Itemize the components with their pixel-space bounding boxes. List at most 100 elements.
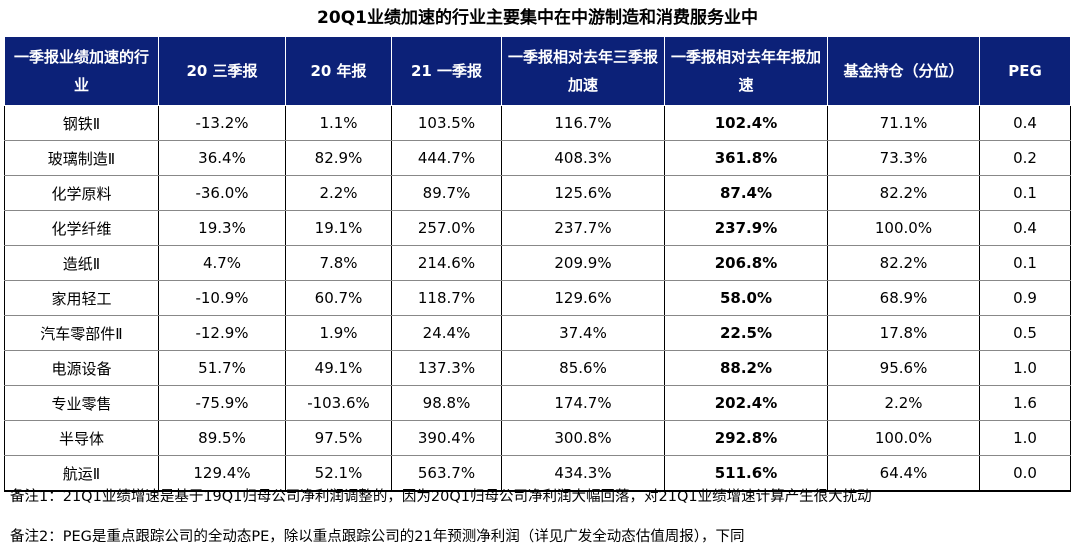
q3-2020-cell: 51.7%	[158, 350, 286, 386]
peg-cell: 0.1	[979, 175, 1071, 211]
industry-cell: 化学纤维	[4, 210, 159, 246]
peg-cell: 0.2	[979, 140, 1071, 176]
fund-holding-cell: 71.1%	[827, 105, 980, 141]
accel-vs-annual-cell: 511.6%	[664, 455, 828, 492]
fund-holding-cell: 95.6%	[827, 350, 980, 386]
q1-2021-cell: 390.4%	[391, 420, 502, 456]
table-row: 专业零售 -75.9% -103.6% 98.8% 174.7% 202.4% 2.2% 1.…	[4, 385, 1071, 421]
peg-cell: 0.1	[979, 245, 1071, 281]
q1-2021-cell: 137.3%	[391, 350, 502, 386]
table-row: 航运Ⅱ 129.4% 52.1% 563.7% 434.3% 511.6% 64.4% 0.0	[4, 455, 1071, 492]
fund-holding-cell: 17.8%	[827, 315, 980, 351]
accel-vs-q3-cell: 129.6%	[501, 280, 665, 316]
header-fund-holding: 基金持仓（分位）	[827, 36, 980, 106]
q1-2021-cell: 257.0%	[391, 210, 502, 246]
industry-cell: 半导体	[4, 420, 159, 456]
q1-2021-cell: 563.7%	[391, 455, 502, 492]
table-row: 化学原料 -36.0% 2.2% 89.7% 125.6% 87.4% 82.2% 0.1	[4, 175, 1071, 211]
q3-2020-cell: -36.0%	[158, 175, 286, 211]
table-row: 家用轻工 -10.9% 60.7% 118.7% 129.6% 58.0% 68.9% 0.9	[4, 280, 1071, 316]
table-row: 化学纤维 19.3% 19.1% 257.0% 237.7% 237.9% 100.0% 0.…	[4, 210, 1071, 246]
table-row: 半导体 89.5% 97.5% 390.4% 300.8% 292.8% 100.0% 1.0	[4, 420, 1071, 456]
accel-vs-q3-cell: 174.7%	[501, 385, 665, 421]
accel-vs-q3-cell: 37.4%	[501, 315, 665, 351]
table-row: 汽车零部件Ⅱ -12.9% 1.9% 24.4% 37.4% 22.5% 17.8% 0.5	[4, 315, 1071, 351]
q3-2020-cell: -10.9%	[158, 280, 286, 316]
accel-vs-q3-cell: 85.6%	[501, 350, 665, 386]
fund-holding-cell: 100.0%	[827, 420, 980, 456]
header-row: 一季报业绩加速的行业 20 三季报 20 年报 21 一季报 一季报相对去年三季…	[4, 36, 1071, 106]
industry-cell: 电源设备	[4, 350, 159, 386]
q1-2021-cell: 98.8%	[391, 385, 502, 421]
q3-2020-cell: -75.9%	[158, 385, 286, 421]
accel-vs-annual-cell: 237.9%	[664, 210, 828, 246]
peg-cell: 1.0	[979, 420, 1071, 456]
annual-2020-cell: 52.1%	[285, 455, 392, 492]
accel-vs-q3-cell: 209.9%	[501, 245, 665, 281]
table-title: 20Q1业绩加速的行业主要集中在中游制造和消费服务业中	[317, 8, 758, 28]
table-row: 玻璃制造Ⅱ 36.4% 82.9% 444.7% 408.3% 361.8% 73.3% 0.…	[4, 140, 1071, 176]
peg-cell: 0.4	[979, 210, 1071, 246]
annual-2020-cell: 2.2%	[285, 175, 392, 211]
q3-2020-cell: -13.2%	[158, 105, 286, 141]
q3-2020-cell: -12.9%	[158, 315, 286, 351]
table-row: 电源设备 51.7% 49.1% 137.3% 85.6% 88.2% 95.6% 1.0	[4, 350, 1071, 386]
accel-vs-annual-cell: 88.2%	[664, 350, 828, 386]
accel-vs-q3-cell: 237.7%	[501, 210, 665, 246]
industry-cell: 钢铁Ⅱ	[4, 105, 159, 141]
industry-table: 一季报业绩加速的行业 20 三季报 20 年报 21 一季报 一季报相对去年三季…	[4, 36, 1071, 492]
peg-cell: 0.4	[979, 105, 1071, 141]
q1-2021-cell: 444.7%	[391, 140, 502, 176]
industry-cell: 航运Ⅱ	[4, 455, 159, 492]
accel-vs-q3-cell: 408.3%	[501, 140, 665, 176]
peg-cell: 0.9	[979, 280, 1071, 316]
header-q3-2020: 20 三季报	[158, 36, 286, 106]
accel-vs-annual-cell: 87.4%	[664, 175, 828, 211]
accel-vs-q3-cell: 300.8%	[501, 420, 665, 456]
header-accel-vs-q3: 一季报相对去年三季报加速	[501, 36, 665, 106]
q3-2020-cell: 19.3%	[158, 210, 286, 246]
table-row: 造纸Ⅱ 4.7% 7.8% 214.6% 209.9% 206.8% 82.2% 0.1	[4, 245, 1071, 281]
q3-2020-cell: 129.4%	[158, 455, 286, 492]
q1-2021-cell: 103.5%	[391, 105, 502, 141]
header-industry: 一季报业绩加速的行业	[4, 36, 159, 106]
q1-2021-cell: 24.4%	[391, 315, 502, 351]
annual-2020-cell: 1.9%	[285, 315, 392, 351]
annual-2020-cell: 1.1%	[285, 105, 392, 141]
accel-vs-annual-cell: 361.8%	[664, 140, 828, 176]
annual-2020-cell: 60.7%	[285, 280, 392, 316]
accel-vs-annual-cell: 206.8%	[664, 245, 828, 281]
industry-cell: 家用轻工	[4, 280, 159, 316]
annual-2020-cell: -103.6%	[285, 385, 392, 421]
note-2: 备注2：PEG是重点跟踪公司的全动态PE，除以重点跟踪公司的21年预测净利润（详…	[10, 529, 745, 545]
fund-holding-cell: 2.2%	[827, 385, 980, 421]
header-peg: PEG	[979, 36, 1071, 106]
header-annual-2020: 20 年报	[285, 36, 392, 106]
accel-vs-annual-cell: 58.0%	[664, 280, 828, 316]
accel-vs-q3-cell: 116.7%	[501, 105, 665, 141]
q3-2020-cell: 4.7%	[158, 245, 286, 281]
header-accel-vs-annual: 一季报相对去年年报加速	[664, 36, 828, 106]
q1-2021-cell: 89.7%	[391, 175, 502, 211]
fund-holding-cell: 64.4%	[827, 455, 980, 492]
fund-holding-cell: 82.2%	[827, 175, 980, 211]
annual-2020-cell: 49.1%	[285, 350, 392, 386]
peg-cell: 0.0	[979, 455, 1071, 492]
industry-cell: 玻璃制造Ⅱ	[4, 140, 159, 176]
peg-cell: 1.0	[979, 350, 1071, 386]
q3-2020-cell: 89.5%	[158, 420, 286, 456]
industry-cell: 化学原料	[4, 175, 159, 211]
accel-vs-annual-cell: 22.5%	[664, 315, 828, 351]
header-q1-2021: 21 一季报	[391, 36, 502, 106]
accel-vs-annual-cell: 292.8%	[664, 420, 828, 456]
q1-2021-cell: 118.7%	[391, 280, 502, 316]
fund-holding-cell: 100.0%	[827, 210, 980, 246]
annual-2020-cell: 7.8%	[285, 245, 392, 281]
accel-vs-q3-cell: 125.6%	[501, 175, 665, 211]
fund-holding-cell: 82.2%	[827, 245, 980, 281]
accel-vs-annual-cell: 202.4%	[664, 385, 828, 421]
industry-cell: 造纸Ⅱ	[4, 245, 159, 281]
industry-cell: 专业零售	[4, 385, 159, 421]
annual-2020-cell: 97.5%	[285, 420, 392, 456]
note-1: 备注1：21Q1业绩增速是基于19Q1归母公司净利润调整的，因为20Q1归母公司…	[10, 489, 872, 505]
